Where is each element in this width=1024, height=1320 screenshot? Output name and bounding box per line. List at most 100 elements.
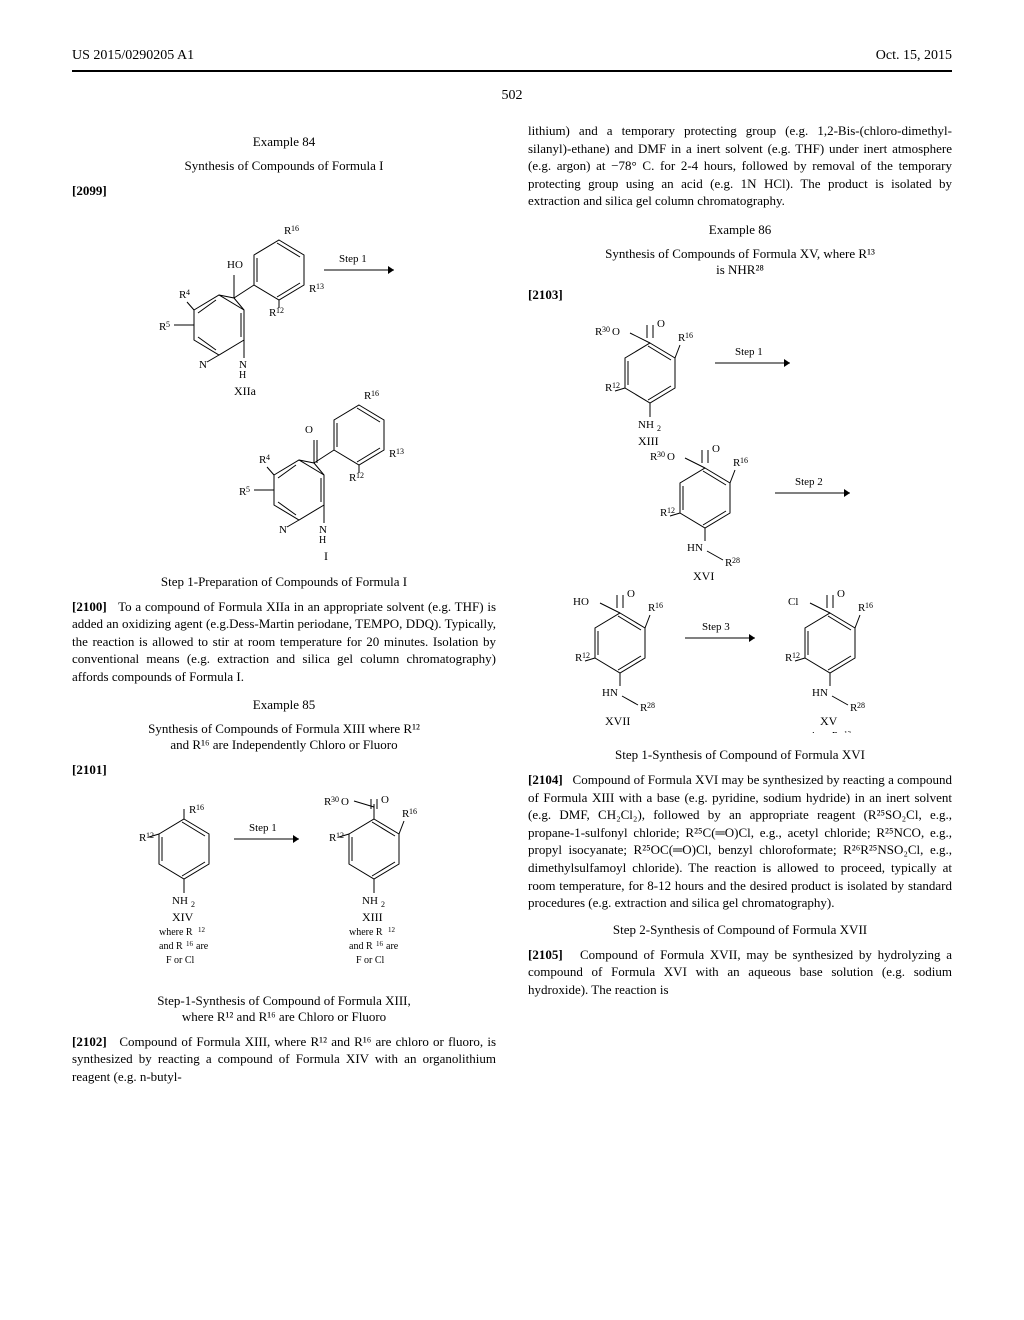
svg-text:16: 16 — [865, 601, 873, 610]
svg-text:and R: and R — [159, 941, 183, 952]
para-2102: [2102] Compound of Formula XIII, where R… — [72, 1033, 496, 1086]
svg-text:XV: XV — [820, 714, 838, 728]
svg-text:XVII: XVII — [605, 714, 630, 728]
svg-text:XIIa: XIIa — [234, 384, 257, 398]
svg-text:HO: HO — [227, 259, 243, 271]
para-num: [2102] — [72, 1034, 107, 1049]
example-85-title: Synthesis of Compounds of Formula XIII w… — [72, 721, 496, 753]
svg-text:XVI: XVI — [693, 569, 714, 583]
svg-text:where R: where R — [159, 927, 193, 938]
svg-text:16: 16 — [371, 389, 379, 398]
svg-text:28: 28 — [732, 556, 740, 565]
svg-text:N: N — [279, 524, 287, 536]
svg-text:Step 1: Step 1 — [249, 822, 277, 834]
svg-text:16: 16 — [409, 807, 417, 816]
para-text: Compound of Formula XIII, where R¹² and … — [72, 1034, 496, 1084]
svg-text:N: N — [199, 359, 207, 371]
svg-text:4: 4 — [266, 453, 270, 462]
svg-text:12: 12 — [356, 471, 364, 480]
svg-text:are: are — [386, 941, 399, 952]
svg-text:NH: NH — [362, 895, 378, 907]
svg-text:NH: NH — [638, 419, 654, 431]
right-column: lithium) and a temporary protecting grou… — [528, 122, 952, 1093]
svg-text:12: 12 — [612, 381, 620, 390]
example-84-heading: Example 84 — [72, 134, 496, 150]
svg-text:HN: HN — [812, 687, 828, 699]
svg-text:Step 2: Step 2 — [795, 476, 823, 488]
diagram-example-85: R16 R12 NH2 XIV where R12 and R16 are F … — [72, 789, 496, 983]
header: US 2015/0290205 A1 Oct. 15, 2015 — [72, 48, 952, 64]
svg-text:13: 13 — [844, 730, 852, 733]
para-text: Compound of Formula XVI may be synthesiz… — [528, 772, 952, 910]
para-2103: [2103] — [528, 286, 952, 304]
para-num: [2103] — [528, 287, 563, 302]
svg-text:where R: where R — [805, 731, 839, 733]
para-num: [2099] — [72, 183, 107, 198]
svg-text:12: 12 — [667, 506, 675, 515]
page-number: 502 — [72, 88, 952, 104]
svg-text:16: 16 — [655, 601, 663, 610]
svg-text:F or Cl: F or Cl — [166, 955, 195, 966]
svg-text:and R: and R — [349, 941, 373, 952]
svg-text:Step 3: Step 3 — [702, 621, 730, 633]
diagram-example-84: R16 R13 R12 HO — [72, 210, 496, 564]
svg-text:O: O — [712, 443, 720, 455]
svg-text:XIII: XIII — [638, 434, 659, 448]
svg-text:12: 12 — [388, 926, 396, 934]
svg-text:HN: HN — [602, 687, 618, 699]
svg-text:Step 1: Step 1 — [735, 346, 763, 358]
svg-text:XIII: XIII — [362, 910, 383, 924]
para-num: [2101] — [72, 762, 107, 777]
svg-text:16: 16 — [186, 940, 194, 948]
continuation: lithium) and a temporary protecting grou… — [528, 122, 952, 210]
svg-text:30: 30 — [331, 795, 339, 804]
svg-text:are: are — [196, 941, 209, 952]
step-1-xvi-heading: Step 1-Synthesis of Compound of Formula … — [528, 747, 952, 763]
svg-text:2: 2 — [657, 424, 661, 433]
svg-text:Step 1: Step 1 — [339, 253, 367, 265]
para-2101: [2101] — [72, 761, 496, 779]
example-86-title: Synthesis of Compounds of Formula XV, wh… — [528, 246, 952, 278]
para-2104: [2104] Compound of Formula XVI may be sy… — [528, 771, 952, 911]
svg-text:28: 28 — [857, 701, 865, 710]
step-2-xvii-heading: Step 2-Synthesis of Compound of Formula … — [528, 922, 952, 938]
svg-text:NH: NH — [172, 895, 188, 907]
svg-text:13: 13 — [316, 282, 324, 291]
svg-text:12: 12 — [276, 306, 284, 315]
para-num: [2100] — [72, 599, 107, 614]
svg-text:O: O — [381, 794, 389, 806]
example-84-title: Synthesis of Compounds of Formula I — [72, 158, 496, 174]
svg-text:5: 5 — [246, 485, 250, 494]
content-columns: Example 84 Synthesis of Compounds of For… — [72, 122, 952, 1093]
svg-text:O: O — [837, 588, 845, 600]
pub-date: Oct. 15, 2015 — [876, 48, 952, 64]
svg-text:F or Cl: F or Cl — [356, 955, 385, 966]
svg-text:O: O — [341, 796, 349, 808]
svg-text:12: 12 — [792, 651, 800, 660]
svg-text:30: 30 — [657, 450, 665, 459]
svg-text:O: O — [612, 326, 620, 338]
svg-text:16: 16 — [376, 940, 384, 948]
svg-text:28: 28 — [647, 701, 655, 710]
svg-text:H: H — [319, 535, 326, 546]
svg-text:I: I — [324, 549, 328, 560]
svg-text:30: 30 — [602, 325, 610, 334]
svg-text:5: 5 — [166, 320, 170, 329]
pub-number: US 2015/0290205 A1 — [72, 48, 194, 64]
diagram-example-86: R16 O R30O R12 NH2 XIII Step 1 — [528, 313, 952, 737]
para-2105: [2105] Compound of Formula XVII, may be … — [528, 946, 952, 999]
left-column: Example 84 Synthesis of Compounds of For… — [72, 122, 496, 1093]
svg-text:13: 13 — [396, 447, 404, 456]
example-86-heading: Example 86 — [528, 222, 952, 238]
example-85-heading: Example 85 — [72, 697, 496, 713]
para-text: To a compound of Formula XIIa in an appr… — [72, 599, 496, 684]
svg-text:O: O — [657, 318, 665, 330]
step-1-xiii-heading: Step-1-Synthesis of Compound of Formula … — [72, 993, 496, 1025]
svg-text:16: 16 — [196, 803, 204, 812]
para-2099: [2099] — [72, 182, 496, 200]
svg-text:16: 16 — [740, 456, 748, 465]
svg-text:2: 2 — [381, 900, 385, 909]
svg-text:12: 12 — [198, 926, 206, 934]
svg-text:O: O — [627, 588, 635, 600]
svg-text:4: 4 — [186, 288, 190, 297]
